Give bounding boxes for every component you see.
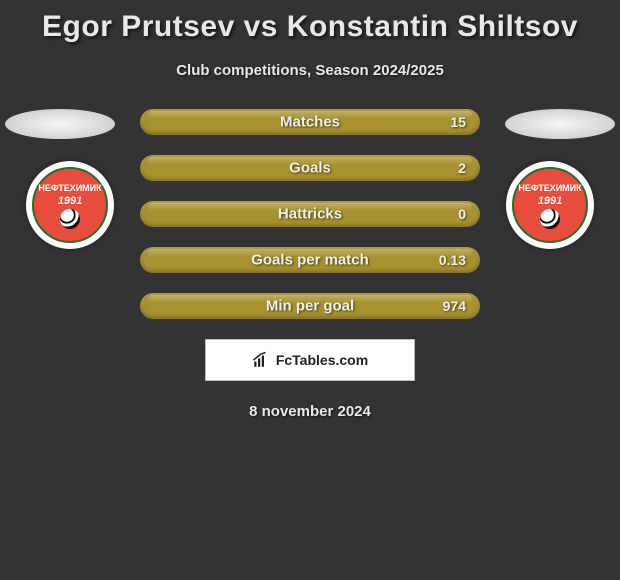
club-badge-right-name: НЕФТЕХИМИК [518, 184, 581, 193]
player-left-placeholder [5, 109, 115, 139]
stat-bars: Matches 15 Goals 2 Hattricks 0 Goals per… [140, 109, 480, 319]
stat-value: 0 [458, 206, 466, 222]
soccer-ball-icon [60, 209, 80, 229]
stat-value: 2 [458, 160, 466, 176]
stat-bar: Goals per match 0.13 [140, 247, 480, 273]
page-title: Egor Prutsev vs Konstantin Shiltsov [0, 0, 620, 44]
soccer-ball-icon [540, 209, 560, 229]
club-badge-left-year: 1991 [58, 195, 82, 207]
stat-label: Matches [280, 114, 340, 131]
club-badge-right-inner: НЕФТЕХИМИК 1991 [512, 167, 588, 243]
stat-value: 974 [443, 298, 466, 314]
brand-box[interactable]: FcTables.com [205, 339, 415, 381]
chart-icon [252, 351, 270, 369]
stat-value: 15 [450, 114, 466, 130]
date-text: 8 november 2024 [0, 403, 620, 420]
stat-label: Goals [289, 160, 331, 177]
club-badge-left-name: НЕФТЕХИМИК [38, 184, 101, 193]
stat-bar: Goals 2 [140, 155, 480, 181]
content-area: НЕФТЕХИМИК 1991 НЕФТЕХИМИК 1991 Matches … [0, 109, 620, 420]
club-badge-right: НЕФТЕХИМИК 1991 [506, 161, 594, 249]
stat-value: 0.13 [439, 252, 466, 268]
stat-bar: Hattricks 0 [140, 201, 480, 227]
player-right-placeholder [505, 109, 615, 139]
stat-label: Goals per match [251, 252, 369, 269]
brand-text: FcTables.com [276, 352, 368, 368]
club-badge-right-year: 1991 [538, 195, 562, 207]
subtitle: Club competitions, Season 2024/2025 [0, 62, 620, 79]
stat-bar: Min per goal 974 [140, 293, 480, 319]
club-badge-left: НЕФТЕХИМИК 1991 [26, 161, 114, 249]
stat-label: Min per goal [266, 298, 354, 315]
stat-bar: Matches 15 [140, 109, 480, 135]
club-badge-left-inner: НЕФТЕХИМИК 1991 [32, 167, 108, 243]
stat-label: Hattricks [278, 206, 342, 223]
